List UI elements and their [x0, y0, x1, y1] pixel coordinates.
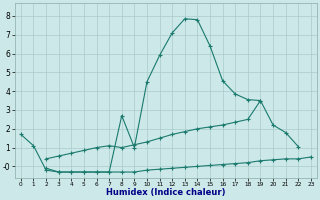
X-axis label: Humidex (Indice chaleur): Humidex (Indice chaleur)	[106, 188, 226, 197]
